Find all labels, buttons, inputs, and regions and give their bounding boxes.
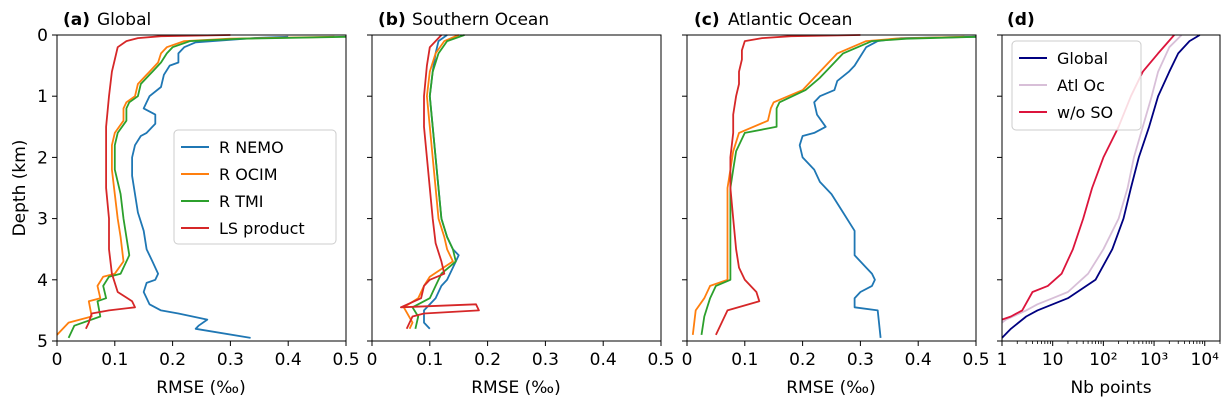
panel-b-xlabel: RMSE (‰) xyxy=(471,378,561,398)
axes-frame xyxy=(1001,34,1221,342)
x-tick-label: 0 xyxy=(682,350,693,370)
x-tick-label: 0.4 xyxy=(590,350,617,370)
panel-c: (c) Atlantic Ocean RMSE (‰) 0 0.1 0.2 0.3 0.… xyxy=(682,10,990,398)
x-tick-label: 0 xyxy=(52,350,63,370)
y-tick-label: 3 xyxy=(37,210,48,230)
panel-b-letter: (b) xyxy=(378,10,406,30)
panel-c-plot: 0 0.1 0.2 0.3 0.4 0.5 xyxy=(682,34,990,370)
panel-c-xlabel: RMSE (‰) xyxy=(786,378,876,398)
legend-box xyxy=(173,129,337,245)
legend-label-atl: Atl Oc xyxy=(1057,76,1105,95)
series-line-r-nemo xyxy=(131,35,289,339)
x-tick-label: 0.5 xyxy=(647,350,674,370)
x-tick-label: 0.3 xyxy=(217,350,244,370)
y-tick-label: 4 xyxy=(37,271,48,291)
axes-frame xyxy=(56,34,347,342)
legend-label-nemo: R NEMO xyxy=(219,138,284,157)
panel-b: (b) Southern Ocean RMSE (‰) 0 0.1 0.2 0.3 0.… xyxy=(367,10,675,398)
legend-label-woso: w/o SO xyxy=(1057,103,1113,122)
legend-label-ls: LS product xyxy=(219,219,305,238)
x-tick-label: 0.1 xyxy=(416,350,443,370)
y-tick-label: 0 xyxy=(37,26,48,46)
panel-c-letter: (c) xyxy=(694,10,720,30)
x-tick-label: 0.5 xyxy=(962,350,989,370)
x-tick-label: 0.2 xyxy=(474,350,501,370)
legend-box xyxy=(1011,40,1142,131)
series-line-global xyxy=(1001,34,1201,339)
x-tick-label: 0.3 xyxy=(847,350,874,370)
series-line-r-tmi xyxy=(67,35,347,339)
axes-frame xyxy=(371,34,662,342)
series-line-ls-product xyxy=(399,34,480,330)
x-tick-label: 1 xyxy=(997,350,1008,370)
panel-a-legend: R NEMO R OCIM R TMI LS product xyxy=(173,129,337,245)
panel-d-letter: (d) xyxy=(1007,10,1035,30)
x-tick-label: 0 xyxy=(367,350,378,370)
panel-a-xlabel: RMSE (‰) xyxy=(156,378,246,398)
series-line-ls-product xyxy=(85,34,231,330)
panel-a-letter: (a) xyxy=(63,10,90,30)
x-tick-label: 10 xyxy=(1042,350,1064,370)
x-tick-label: 10³ xyxy=(1140,350,1168,370)
x-tick-label: 0.1 xyxy=(101,350,128,370)
x-tick-label: 0.4 xyxy=(905,350,932,370)
legend-label-ocim: R OCIM xyxy=(219,165,278,184)
y-tick-label: 1 xyxy=(37,87,48,107)
legend-label-global: Global xyxy=(1057,49,1108,68)
panel-c-title: Atlantic Ocean xyxy=(728,10,852,30)
y-tick-label: 5 xyxy=(37,332,48,352)
legend-label-tmi: R TMI xyxy=(219,192,264,211)
series-line-r-tmi xyxy=(411,34,465,329)
x-tick-label: 0.2 xyxy=(159,350,186,370)
x-tick-label: 10⁴ xyxy=(1191,350,1220,370)
x-tick-label: 0.1 xyxy=(731,350,758,370)
panel-a-title: Global xyxy=(97,10,151,30)
x-tick-label: 0.2 xyxy=(789,350,816,370)
series-line-r-ocim xyxy=(691,35,965,336)
panel-d-xlabel: Nb points xyxy=(1070,378,1151,398)
y-axis-label: Depth (km) xyxy=(10,140,30,237)
series-line-ls-product xyxy=(715,34,861,336)
series-line-r-ocim xyxy=(56,35,335,336)
x-tick-label: 0.5 xyxy=(332,350,359,370)
y-tick-label: 2 xyxy=(37,148,48,168)
x-tick-label: 10² xyxy=(1089,350,1117,370)
axes-frame xyxy=(686,34,977,342)
x-tick-label: 0.4 xyxy=(275,350,302,370)
panel-d: (d) Nb points 1 10 10² 10³ 10⁴ Global Atl Oc… xyxy=(997,10,1221,398)
series-line-atl-oc xyxy=(1001,34,1183,324)
series-line-r-nemo xyxy=(798,35,977,338)
x-tick-label: 0.3 xyxy=(532,350,559,370)
series-line-r-tmi xyxy=(700,35,977,336)
panel-b-plot: 0 0.1 0.2 0.3 0.4 0.5 xyxy=(367,34,675,370)
panel-b-title: Southern Ocean xyxy=(412,10,549,30)
panel-d-legend: Global Atl Oc w/o SO xyxy=(1011,40,1142,131)
